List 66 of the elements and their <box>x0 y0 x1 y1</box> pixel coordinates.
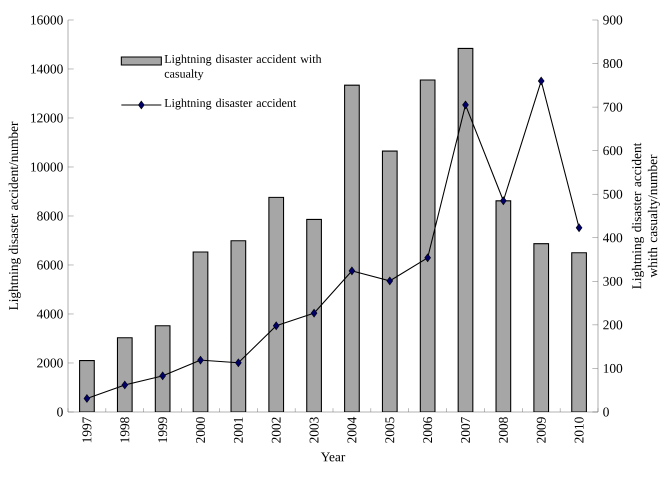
x-tick-label: 2004 <box>347 416 356 443</box>
y-tick-label: 10000 <box>31 162 63 172</box>
y-tick-label: 14000 <box>31 64 63 74</box>
bar <box>192 251 208 412</box>
x-tick-label: 2007 <box>461 417 470 443</box>
y2-tick-label: 700 <box>604 102 622 112</box>
y-tick-label: 4000 <box>36 309 63 318</box>
point <box>462 100 469 110</box>
y2-tick-label: 300 <box>603 276 622 286</box>
point <box>122 380 128 390</box>
y-axis-title: Lightning disaster accident/number <box>8 122 21 310</box>
y2-tick-label: 400 <box>602 233 622 242</box>
y-tick-label: 8000 <box>37 211 63 220</box>
point <box>500 196 507 206</box>
x-tick-label: 2009 <box>536 417 546 443</box>
bar <box>79 360 95 412</box>
bar <box>495 200 512 412</box>
bar <box>154 325 171 412</box>
y-tick-label: 2000 <box>37 358 63 368</box>
y2-tick-label: 500 <box>603 190 622 199</box>
point <box>386 276 394 286</box>
x-tick-label: 2003 <box>310 417 319 443</box>
point <box>272 321 280 330</box>
bar <box>571 252 587 412</box>
x-tick-label: 2001 <box>234 417 243 443</box>
y-tick-label: 16000 <box>31 15 63 24</box>
point <box>424 254 431 262</box>
y-tick-label: 12000 <box>31 113 63 122</box>
y2-tick-label: 900 <box>603 16 622 24</box>
bar <box>458 48 474 412</box>
bar <box>420 79 436 412</box>
x-tick-label: 2005 <box>385 417 394 443</box>
y2-tick-label: 800 <box>603 59 622 68</box>
x-axis-title: Year <box>320 452 346 462</box>
y2-tick-label: 200 <box>603 320 622 330</box>
point <box>84 394 90 403</box>
point <box>310 308 318 318</box>
point <box>538 76 544 86</box>
bar <box>382 150 398 412</box>
bar <box>533 243 550 412</box>
bar <box>344 84 360 412</box>
legend-label: Lightning disaster accident with casualty <box>164 54 322 80</box>
point <box>235 358 242 368</box>
y-tick-label: 0 <box>57 407 63 416</box>
x-tick-label: 2006 <box>423 417 432 443</box>
point <box>576 223 582 232</box>
bar <box>306 218 322 412</box>
y2-axis-title: Lightning disaster accident whith casualty/number <box>632 142 660 289</box>
x-tick-label: 1999 <box>158 417 168 442</box>
point <box>348 266 356 276</box>
point <box>197 356 204 364</box>
x-tick-label: 2010 <box>574 417 584 443</box>
x-tick-label: 1998 <box>120 417 130 442</box>
y2-tick-label: 0 <box>603 407 609 416</box>
point <box>159 372 166 380</box>
bar <box>230 240 246 412</box>
x-tick-label: 2000 <box>196 417 205 443</box>
bar <box>268 196 284 412</box>
y2-tick-label: 100 <box>604 364 622 373</box>
y2-tick-label: 600 <box>603 146 622 156</box>
y-tick-label: 6000 <box>37 260 63 270</box>
bar <box>116 337 133 412</box>
x-tick-label: 2008 <box>498 417 508 443</box>
x-tick-label: 1997 <box>82 417 92 442</box>
x-tick-label: 2002 <box>272 417 281 443</box>
legend-label: Lightning disaster accident <box>164 98 296 110</box>
